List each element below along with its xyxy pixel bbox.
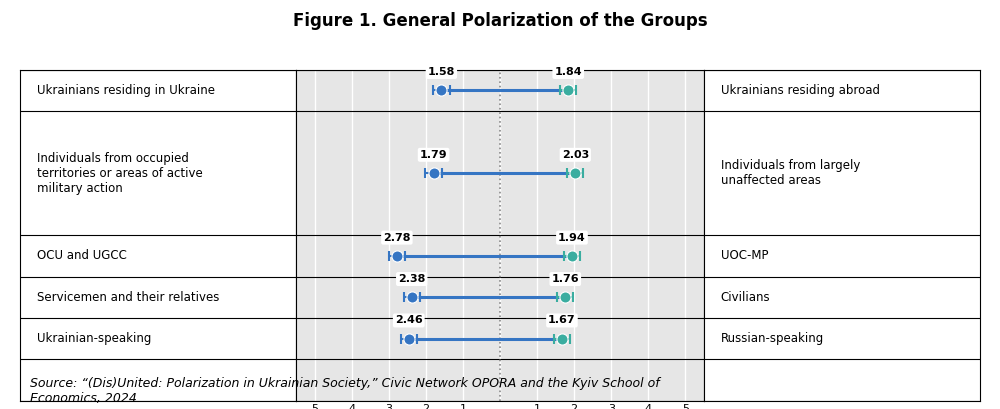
Text: 1.58: 1.58 — [428, 67, 455, 77]
Text: Ukrainian-speaking: Ukrainian-speaking — [37, 332, 151, 345]
Text: Servicemen and their relatives: Servicemen and their relatives — [37, 291, 219, 304]
Text: 2.38: 2.38 — [398, 274, 425, 284]
Text: Individuals from largely
unaffected areas: Individuals from largely unaffected area… — [721, 159, 860, 187]
Text: 1.67: 1.67 — [548, 315, 576, 326]
Text: 1.79: 1.79 — [420, 150, 447, 160]
Text: Figure 1. General Polarization of the Groups: Figure 1. General Polarization of the Gr… — [293, 12, 707, 30]
Text: 1.94: 1.94 — [558, 233, 586, 243]
Text: Ukrainians residing in Ukraine: Ukrainians residing in Ukraine — [37, 84, 215, 97]
Text: UOC-MP: UOC-MP — [721, 249, 768, 263]
Text: 1.84: 1.84 — [554, 67, 582, 77]
Text: Source: “(Dis)United: Polarization in Ukrainian Society,” Civic Network OPORA an: Source: “(Dis)United: Polarization in Uk… — [30, 377, 660, 405]
Text: Individuals from occupied
territories or areas of active
military action: Individuals from occupied territories or… — [37, 152, 202, 195]
Text: 1.76: 1.76 — [551, 274, 579, 284]
Text: 2.03: 2.03 — [562, 150, 589, 160]
Text: Civilians: Civilians — [721, 291, 770, 304]
Text: Russian-speaking: Russian-speaking — [721, 332, 824, 345]
Text: 2.78: 2.78 — [383, 233, 411, 243]
Text: Ukrainians residing abroad: Ukrainians residing abroad — [721, 84, 880, 97]
Text: 2.46: 2.46 — [395, 315, 423, 326]
Text: OCU and UGCC: OCU and UGCC — [37, 249, 126, 263]
